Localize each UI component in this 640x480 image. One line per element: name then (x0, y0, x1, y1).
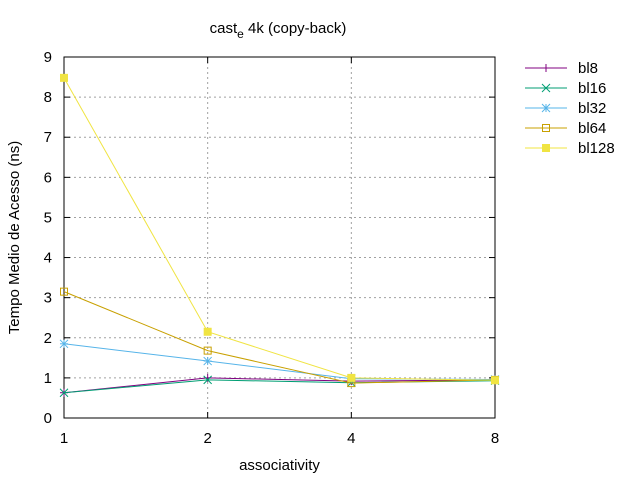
marker-stroke (59, 388, 69, 398)
marker-stroke (491, 376, 499, 385)
y-tick-label: 8 (44, 89, 52, 106)
y-tick-label: 1 (44, 370, 52, 387)
legend-label: bl8 (578, 60, 598, 77)
y-tick-label: 7 (44, 129, 52, 146)
legend-item-bl64: bl64 (525, 120, 606, 137)
plot-frame (63, 56, 496, 419)
marker-stroke (203, 375, 213, 385)
series-layer (59, 73, 500, 398)
marker-stroke (541, 103, 551, 113)
chart-title-suffix: 4k (copy-back) (244, 20, 347, 37)
x-axis-label: associativity (239, 457, 320, 474)
legend-item-bl8: bl8 (525, 60, 598, 77)
legend-item-bl32: bl32 (525, 100, 606, 117)
marker-stroke (542, 124, 550, 132)
y-tick-label: 2 (44, 330, 52, 347)
data-point-marker (59, 339, 69, 349)
marker-stroke (60, 287, 68, 296)
series-bl8 (60, 373, 499, 397)
chart-title-main: cast (210, 20, 238, 37)
x-tick-label: 8 (491, 430, 499, 447)
marker-stroke (347, 373, 356, 382)
marker-stroke (60, 73, 68, 82)
y-tick-label: 5 (44, 209, 52, 226)
marker-stroke (203, 327, 212, 336)
data-point-marker (60, 287, 68, 296)
data-point-marker (491, 376, 499, 385)
marker-stroke (203, 356, 213, 366)
series-bl128 (60, 73, 499, 385)
y-tick-label: 0 (44, 410, 52, 427)
y-tick-label: 3 (44, 290, 52, 307)
series-line (63, 377, 496, 394)
chart-title-subscript: e (237, 27, 244, 41)
legend-label: bl16 (578, 80, 606, 97)
marker-stroke (59, 339, 69, 349)
data-point-marker (203, 356, 213, 366)
data-point-marker (203, 327, 212, 336)
data-point-marker (203, 373, 212, 382)
x-tick-label: 4 (347, 430, 355, 447)
marker-stroke (541, 83, 551, 93)
legend-item-bl16: bl16 (525, 80, 606, 97)
legend-label: bl128 (578, 140, 615, 157)
data-point-marker (542, 144, 550, 152)
series-bl32 (59, 339, 500, 384)
series-line (63, 291, 496, 384)
legend-label: bl32 (578, 100, 606, 117)
data-point-marker (541, 103, 551, 113)
series-line (63, 343, 496, 380)
data-point-marker (347, 373, 356, 382)
x-tick-label: 2 (203, 430, 211, 447)
data-point-marker (59, 388, 69, 398)
data-point-marker (203, 375, 213, 385)
y-tick-label: 4 (44, 250, 52, 267)
y-axis-label: Tempo Medio de Acesso (ns) (6, 141, 23, 334)
y-tick-label: 9 (44, 49, 52, 66)
legend-label: bl64 (578, 120, 606, 137)
legend: bl8 bl16 bl32 bl64 bl128 (525, 60, 615, 157)
chart-title: caste 4k (copy-back) (210, 20, 347, 41)
data-point-marker (541, 83, 551, 93)
data-point-marker (203, 346, 212, 355)
data-point-marker (60, 73, 68, 82)
marker-stroke (203, 346, 212, 355)
marker-stroke (542, 144, 550, 152)
series-line (63, 77, 496, 381)
data-point-marker (542, 124, 550, 132)
gridlines (64, 57, 495, 418)
legend-item-bl128: bl128 (525, 140, 615, 157)
x-tick-label: 1 (60, 430, 68, 447)
data-point-marker (542, 64, 550, 72)
y-tick-label: 6 (44, 169, 52, 186)
